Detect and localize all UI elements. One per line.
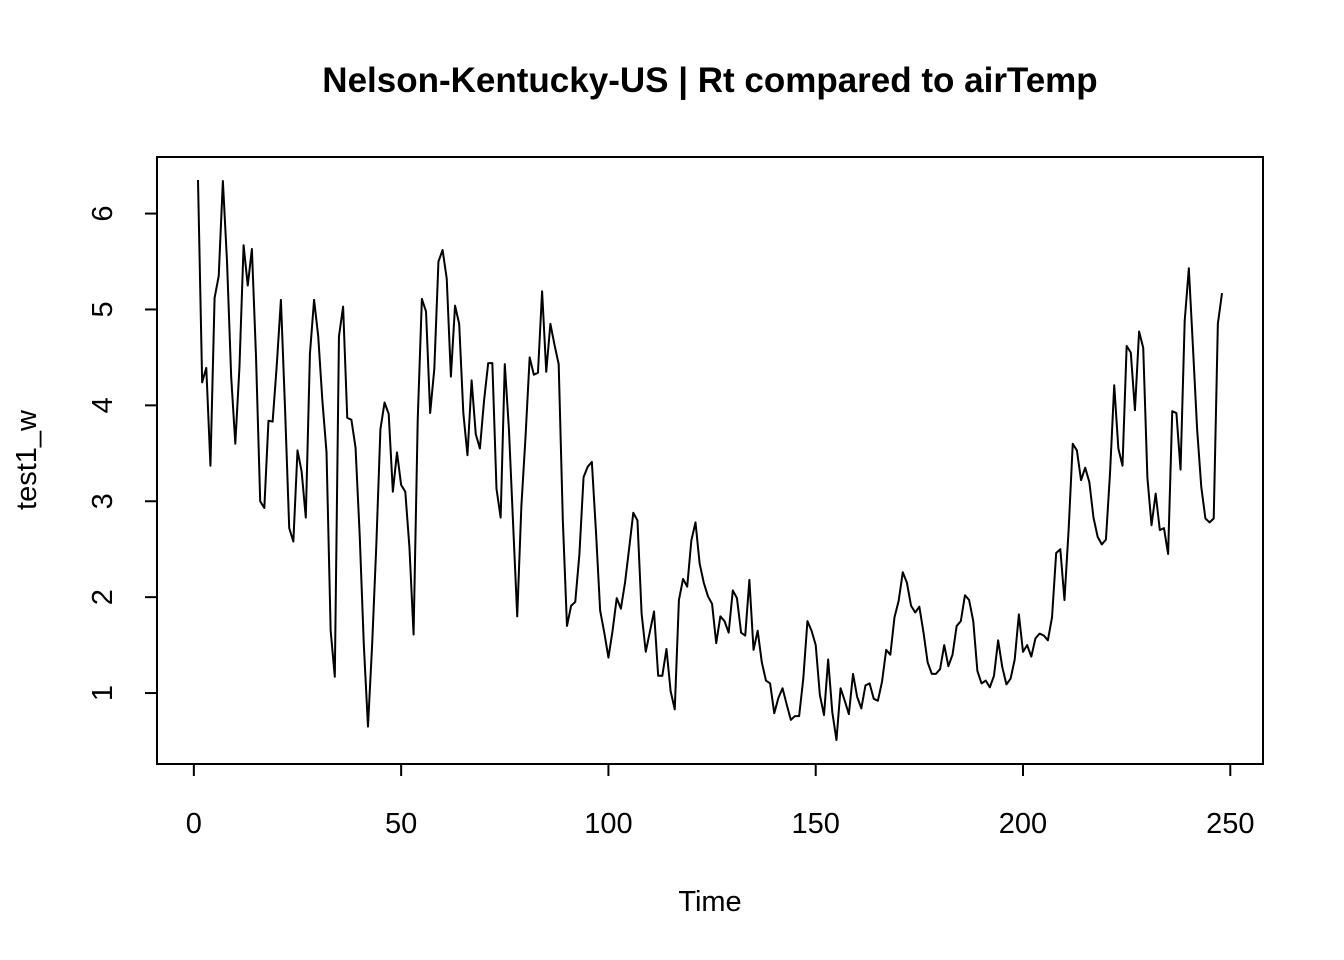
series-line-1 [197, 179, 1223, 742]
y-tick-label: 6 [87, 205, 119, 221]
x-tick-label: 250 [1206, 808, 1254, 840]
y-axis: 1 2 3 4 5 6 [87, 205, 158, 701]
x-tick-label: 0 [186, 808, 202, 840]
plot-frame [156, 156, 1264, 765]
y-tick-label: 2 [87, 589, 119, 605]
y-tick-label: 4 [87, 397, 119, 413]
x-tick-label: 50 [385, 808, 417, 840]
y-tick-label: 1 [87, 685, 119, 701]
x-axis-label: Time [678, 886, 741, 918]
chart-title: Nelson-Kentucky-US | Rt compared to airT… [322, 61, 1097, 100]
series-layer [197, 179, 1223, 742]
y-tick-label: 5 [87, 301, 119, 317]
y-axis-label: test1_w [11, 409, 43, 510]
y-tick-label: 3 [87, 493, 119, 509]
x-axis: 0 50 100 150 200 250 [186, 763, 1254, 840]
x-tick-label: 100 [584, 808, 632, 840]
x-tick-label: 150 [792, 808, 840, 840]
x-tick-label: 200 [999, 808, 1047, 840]
